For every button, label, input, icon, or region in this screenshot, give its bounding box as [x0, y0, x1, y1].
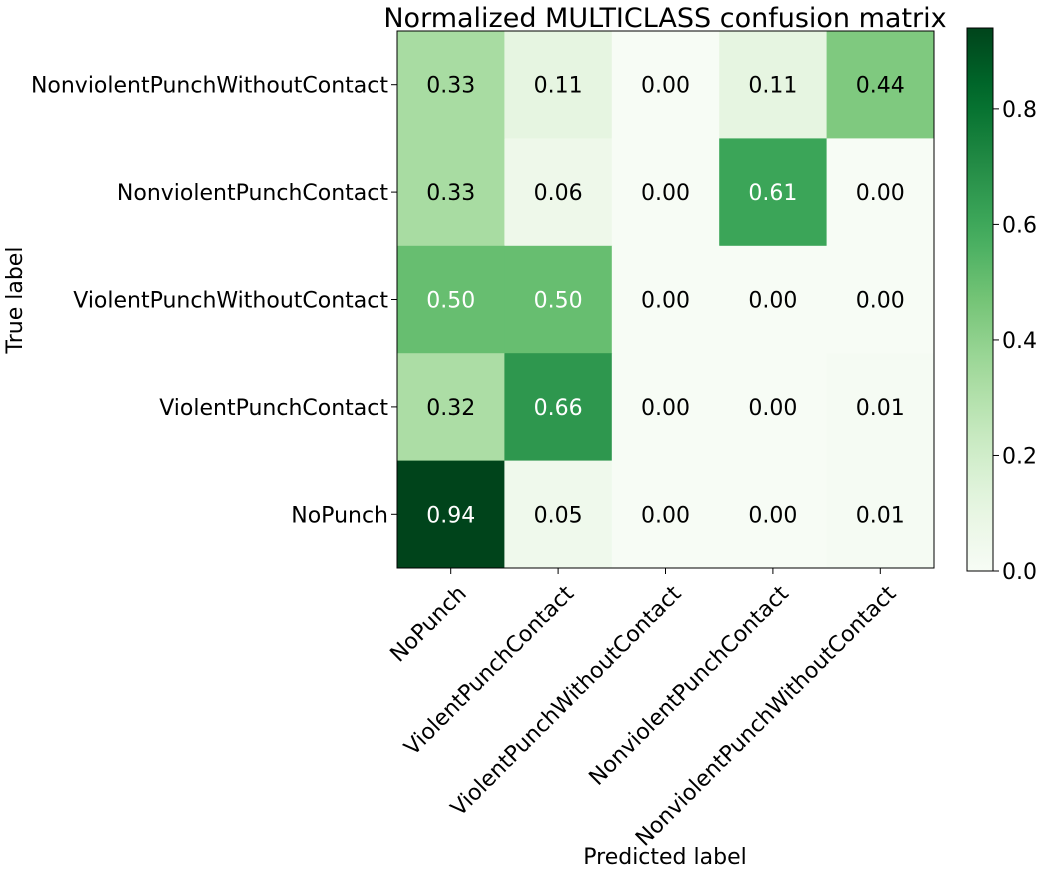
heatmap-cell-labels: 0.33 0.11 0.00 0.11 0.44 0.33 0.06 0.00 0.61 0.00… — [426, 74, 905, 529]
cell-value-label: 0.00 — [748, 396, 797, 421]
heatmap-cell — [826, 138, 935, 247]
y-tick-label: NoPunch — [291, 503, 388, 528]
cell-value-label: 0.00 — [748, 289, 797, 314]
cell-value-label: 0.00 — [748, 503, 797, 528]
heatmap-cell — [719, 353, 828, 462]
cell-value-label: 0.05 — [534, 503, 583, 528]
heatmap-cell — [504, 460, 613, 569]
cell-value-label: 0.33 — [426, 74, 475, 99]
y-axis-ticks: NonviolentPunchWithoutContact NonviolentP… — [31, 74, 397, 528]
cell-value-label: 0.00 — [641, 289, 690, 314]
heatmap-cell — [504, 138, 613, 247]
heatmap-cell — [719, 245, 828, 354]
colorbar: 0.0 0.2 0.4 0.6 0.8 — [966, 27, 1037, 585]
cell-value-label: 0.32 — [426, 396, 475, 421]
x-tick-label: NonviolentPunchContact — [585, 581, 795, 791]
cell-value-label: 0.01 — [856, 503, 905, 528]
y-axis-label: True label — [3, 247, 28, 355]
heatmap-cell — [826, 245, 935, 354]
heatmap-cell — [826, 31, 935, 139]
heatmap-cell — [397, 245, 505, 354]
colorbar-tick-label: 0.0 — [1002, 560, 1037, 585]
cell-value-label: 0.11 — [534, 74, 583, 99]
cell-value-label: 0.00 — [856, 181, 905, 206]
chart-title: Normalized MULTICLASS confusion matrix — [383, 3, 946, 34]
cell-value-label: 0.11 — [748, 74, 797, 99]
colorbar-tick-label: 0.2 — [1002, 444, 1037, 469]
cell-value-label: 0.00 — [856, 289, 905, 314]
heatmap-cells — [397, 31, 935, 569]
cell-value-label: 0.00 — [641, 74, 690, 99]
x-axis-label: Predicted label — [583, 845, 746, 870]
cell-value-label: 0.00 — [641, 503, 690, 528]
heatmap-cell — [611, 31, 720, 139]
heatmap-cell — [504, 353, 613, 462]
y-tick-label: NonviolentPunchWithoutContact — [31, 74, 388, 99]
cell-value-label: 0.50 — [426, 289, 475, 314]
y-tick-label: ViolentPunchWithoutContact — [73, 289, 388, 314]
heatmap-cell — [719, 138, 828, 247]
heatmap-cell — [504, 245, 613, 354]
y-tick-label: NonviolentPunchContact — [117, 181, 388, 206]
y-tick-label: ViolentPunchContact — [159, 396, 388, 421]
cell-value-label: 0.94 — [426, 503, 475, 528]
colorbar-tick-label: 0.4 — [1002, 329, 1037, 354]
heatmap-cell — [397, 460, 505, 569]
heatmap-cell — [719, 31, 828, 139]
colorbar-tick-label: 0.6 — [1002, 213, 1037, 238]
cell-value-label: 0.00 — [641, 181, 690, 206]
colorbar-gradient — [966, 27, 994, 572]
heatmap-cell — [397, 31, 505, 139]
x-axis-ticks: NoPunchViolentPunchContactViolentPunchWi… — [386, 568, 902, 851]
heatmap-cell — [611, 353, 720, 462]
heatmap-cell — [719, 460, 828, 569]
heatmap-cell — [826, 353, 935, 462]
colorbar-tick-label: 0.8 — [1002, 98, 1037, 123]
cell-value-label: 0.01 — [856, 396, 905, 421]
heatmap-cell — [826, 460, 935, 569]
cell-value-label: 0.66 — [534, 396, 583, 421]
cell-value-label: 0.44 — [856, 74, 905, 99]
x-tick-label: NoPunch — [386, 581, 472, 667]
x-tick-label: ViolentPunchWithoutContact — [446, 581, 686, 821]
cell-value-label: 0.00 — [641, 396, 690, 421]
cell-value-label: 0.50 — [534, 289, 583, 314]
heatmap-cell — [397, 353, 505, 462]
cell-value-label: 0.61 — [748, 181, 797, 206]
heatmap-cell — [611, 460, 720, 569]
cell-value-label: 0.33 — [426, 181, 475, 206]
heatmap-cell — [504, 31, 613, 139]
heatmap-cell — [611, 138, 720, 247]
heatmap-cell — [611, 245, 720, 354]
heatmap-cell — [397, 138, 505, 247]
cell-value-label: 0.06 — [534, 181, 583, 206]
